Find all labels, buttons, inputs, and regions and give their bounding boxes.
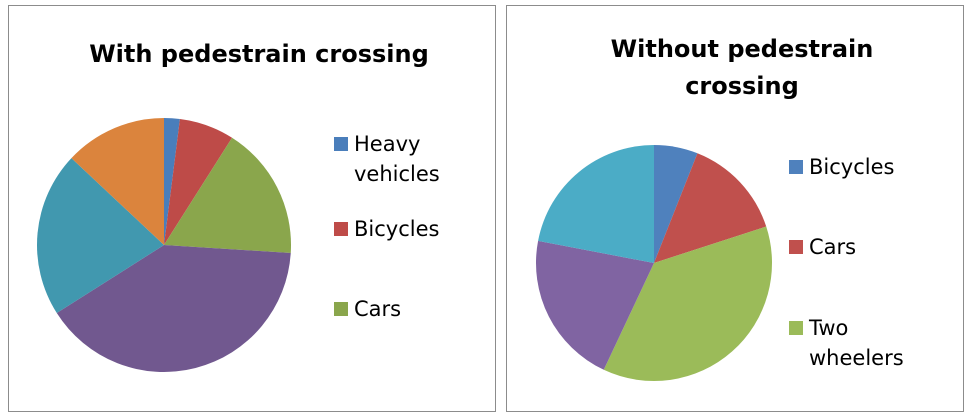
legend-swatch (789, 160, 803, 174)
pie-slice (654, 153, 767, 263)
pie-area (536, 145, 772, 381)
pie-slice (536, 240, 654, 370)
legend-item: Bicycles (789, 152, 919, 182)
legend-item: Cars (334, 294, 464, 324)
legend-label: Cars (809, 235, 857, 259)
legend-item: Heavy vehicles (334, 129, 464, 189)
pie-slice (603, 226, 772, 381)
legend-swatch (789, 321, 803, 335)
pie-slice (164, 137, 291, 253)
pie-slice (538, 145, 654, 263)
legend-swatch (334, 137, 348, 151)
legend-label: Cars (354, 297, 402, 321)
legend-label: Heavy vehicles (354, 132, 440, 186)
pie-slice (164, 119, 233, 245)
chart-panel: With pedestrain crossing Heavy vehicles B… (8, 5, 496, 412)
pie-area (36, 118, 291, 372)
pie-slice (36, 158, 164, 314)
legend-item: Two wheelers (789, 313, 919, 373)
legend-label: Two wheelers (809, 316, 904, 370)
legend-swatch (789, 240, 803, 254)
pie-slice (71, 118, 164, 245)
chart-title: Without pedestrain crossing (610, 35, 874, 100)
chart-panel: Without pedestrain crossing Bicycles Cars… (506, 5, 964, 412)
legend-label: Bicycles (809, 155, 895, 179)
legend-swatch (334, 302, 348, 316)
pie-slice (164, 118, 180, 245)
pie-slice (654, 145, 698, 263)
pie-slice (56, 245, 291, 372)
chart-title: With pedestrain crossing (89, 40, 429, 68)
legend-swatch (334, 222, 348, 236)
legend-item: Bicycles (334, 214, 464, 244)
legend-label: Bicycles (354, 217, 440, 241)
legend-item: Cars (789, 232, 919, 262)
